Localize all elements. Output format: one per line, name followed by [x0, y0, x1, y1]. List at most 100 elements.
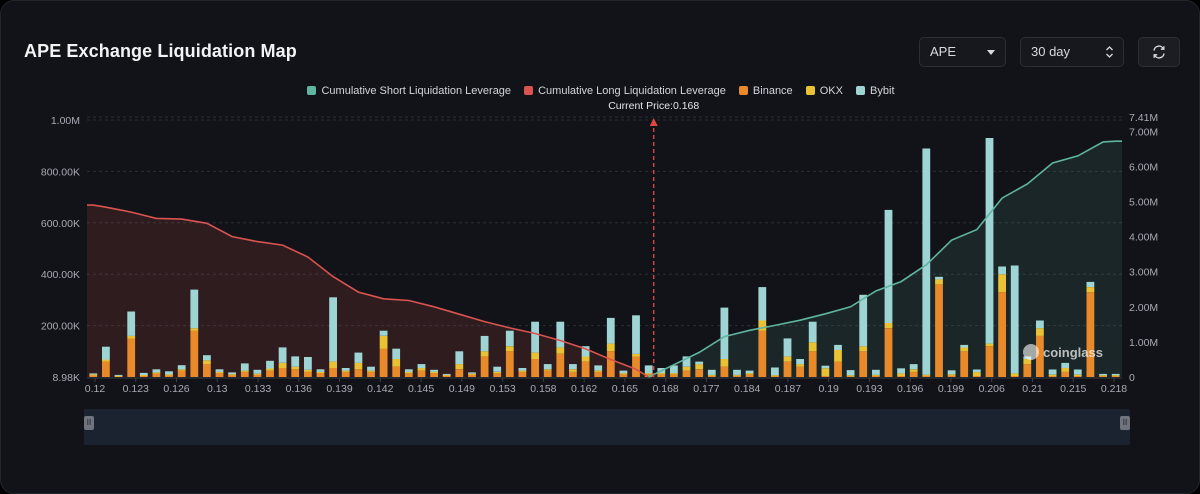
bar-binance: [1023, 364, 1032, 377]
bar-bybit: [670, 365, 678, 374]
bar-bybit: [632, 315, 640, 354]
bar-okx: [632, 353, 640, 357]
bar-bybit: [796, 359, 804, 365]
x-tick-label: 0.184: [734, 383, 760, 395]
long-liquidation-line: [87, 204, 650, 378]
bar-okx: [682, 366, 691, 371]
updown-chevron-icon: [1106, 46, 1113, 58]
legend-item-long[interactable]: Cumulative Long Liquidation Leverage: [524, 85, 726, 97]
bar-binance: [707, 376, 716, 377]
bar-binance: [404, 373, 413, 377]
legend-item-binance[interactable]: Binance: [738, 85, 793, 97]
bar-binance: [985, 346, 994, 377]
bar-bybit: [266, 360, 274, 369]
bar-binance: [884, 328, 893, 377]
bar-bybit: [430, 369, 438, 372]
bar-bybit: [821, 365, 830, 369]
x-tick-label: 0.153: [489, 383, 515, 395]
bar-binance: [695, 369, 704, 377]
bar-okx: [569, 369, 577, 372]
bar-okx: [1036, 328, 1044, 336]
bar-bybit: [367, 366, 375, 371]
bar-bybit: [581, 346, 590, 357]
bar-binance: [733, 376, 741, 377]
bar-okx: [102, 359, 110, 362]
asset-select[interactable]: APE: [919, 37, 1006, 67]
y-right-tick-label: 0: [1129, 372, 1135, 384]
bar-binance: [316, 373, 325, 377]
range-select[interactable]: 30 day: [1020, 37, 1124, 67]
bar-binance: [606, 351, 615, 377]
bar-binance: [569, 371, 577, 377]
bar-binance: [657, 374, 666, 377]
bar-okx: [783, 356, 792, 362]
range-navigator[interactable]: [84, 409, 1130, 445]
short-liquidation-line: [648, 140, 1122, 378]
bar-okx: [1023, 359, 1032, 365]
bar-bybit: [1036, 320, 1044, 329]
bar-bybit: [935, 276, 943, 280]
bar-binance: [493, 373, 502, 377]
bar-bybit: [720, 307, 729, 359]
bar-bybit: [1073, 369, 1082, 375]
bar-okx: [379, 335, 388, 349]
bar-binance: [379, 348, 388, 377]
bar-bybit: [203, 355, 211, 361]
bar-okx: [430, 371, 438, 374]
bar-okx: [657, 373, 666, 375]
bar-bybit: [556, 321, 565, 348]
bar-okx: [417, 368, 426, 371]
bar-okx: [707, 374, 716, 376]
bar-okx: [304, 369, 312, 372]
bar-bybit: [480, 335, 489, 352]
bar-bybit: [758, 287, 767, 321]
bar-bybit: [165, 371, 173, 375]
bar-okx: [152, 372, 161, 374]
bar-okx: [834, 350, 842, 362]
bar-binance: [1010, 376, 1019, 377]
bar-binance: [783, 361, 792, 377]
bar-bybit: [569, 364, 577, 370]
bar-okx: [203, 360, 211, 365]
bar-bybit: [177, 365, 186, 370]
bar-okx: [581, 356, 590, 362]
y-right-tick-label: 7.41M: [1129, 112, 1158, 124]
bar-okx: [733, 374, 741, 376]
bar-bybit: [998, 266, 1006, 275]
legend-item-short[interactable]: Cumulative Short Liquidation Leverage: [307, 85, 511, 97]
navigator-right-handle[interactable]: II: [1120, 416, 1130, 430]
bar-okx: [278, 362, 287, 368]
legend-item-bybit[interactable]: Bybit: [856, 85, 895, 97]
y-left-tick-label: 1.00M: [51, 115, 80, 127]
navigator-left-handle[interactable]: II: [84, 416, 94, 430]
bar-okx: [884, 323, 893, 329]
bar-okx: [935, 279, 943, 285]
bar-binance: [872, 376, 880, 377]
bar-binance: [632, 356, 640, 377]
refresh-button[interactable]: [1138, 37, 1180, 67]
bar-bybit: [278, 347, 287, 363]
bar-okx: [291, 366, 300, 370]
bar-binance: [670, 374, 678, 377]
x-tick-label: 0.142: [367, 383, 393, 395]
bar-binance: [543, 370, 552, 377]
legend-item-okx[interactable]: OKX: [805, 85, 843, 97]
bar-bybit: [316, 369, 325, 372]
bar-binance: [682, 370, 691, 377]
bar-binance: [909, 371, 918, 377]
bar-binance: [859, 351, 868, 377]
bar-bybit: [1048, 369, 1057, 375]
bar-bybit: [859, 294, 868, 347]
bar-okx: [1061, 368, 1070, 372]
x-tick-label: 0.168: [652, 383, 678, 395]
bar-okx: [619, 373, 628, 375]
bar-okx: [442, 374, 451, 376]
bar-bybit: [543, 364, 552, 370]
x-tick-label: 0.123: [123, 383, 149, 395]
bar-okx: [455, 364, 464, 370]
bar-binance: [127, 338, 136, 377]
bar-binance: [190, 330, 199, 377]
x-tick-label: 0.139: [326, 383, 352, 395]
bar-okx: [253, 373, 262, 375]
